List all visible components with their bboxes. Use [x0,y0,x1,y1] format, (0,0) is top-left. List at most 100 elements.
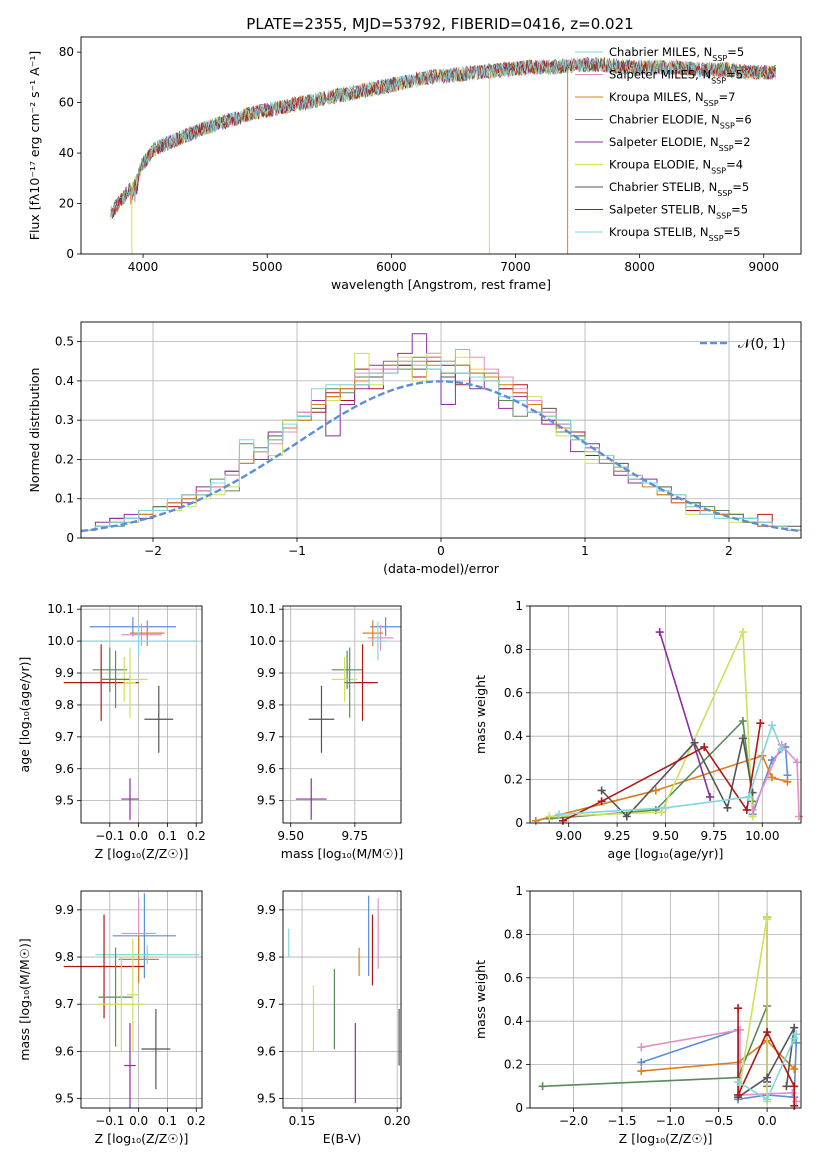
weight-marker [661,803,670,812]
weight-marker [744,792,753,801]
x-tick-label: −1.5 [607,1114,636,1128]
weight-marker [531,816,540,825]
weight-marker [734,1004,743,1013]
legend-label: Kroupa MILES, NSSP=7 [609,90,735,108]
x-axis-label: Z [log₁₀(Z/Z☉)] [619,1131,713,1146]
x-tick-label: 0.20 [384,1114,411,1128]
panel-mass-vs-EBV: 0.15 0.20 9.5 9.6 9.7 9.8 9.9 E(B-V) [257,890,411,1146]
y-tick-label: 0 [66,247,74,261]
y-tick-label: 9.6 [257,1044,276,1058]
x-tick-label: −0.1 [95,1114,124,1128]
x-tick-label: 0.0 [129,829,148,843]
y-tick-label: 0.2 [504,773,523,787]
x-axis-label: wavelength [Angstrom, rest frame] [331,277,551,292]
axes-frame [80,321,802,539]
x-tick-label: 0 [437,544,445,558]
x-tick-label: 0.2 [187,1114,206,1128]
y-axis-label: Normed distribution [27,368,42,493]
weight-marker [767,773,776,782]
legend-label: Salpeter MILES, NSSP=5 [609,68,743,86]
x-axis-label: Z [log₁₀(Z/Z☉)] [95,1131,189,1146]
x-tick-label: 4000 [128,260,159,274]
weight-marker [790,1082,799,1091]
axes-frame [80,890,203,1109]
x-tick-label: 9.75 [341,829,368,843]
y-tick-label: 9.8 [257,698,276,712]
weight-marker [790,1064,799,1073]
axes-frame [529,890,802,1109]
panel-weight-vs-Z: −2.0 −1.5 −1.0 −0.5 0.0 0 0.2 0.4 0.6 0.8 1 Z [log₁… [473,884,802,1146]
y-tick-label: 9.8 [55,698,74,712]
x-tick-label: 0.0 [129,1114,148,1128]
weight-marker [734,1077,743,1086]
y-tick-label: 9.7 [257,730,276,744]
weight-marker [734,1090,743,1099]
x-tick-label: −2.0 [559,1114,588,1128]
weight-marker [655,628,664,637]
panel-mass-vs-Z: −0.1 0.0 0.1 0.2 9.5 9.6 9.7 9.8 9.9 Z [log₁₀(Z/Z… [17,890,206,1146]
y-tick-label: 9.9 [55,666,74,680]
y-tick-label: 9.9 [257,666,276,680]
x-tick-label: 0.0 [758,1114,777,1128]
y-tick-label: 0.4 [504,729,523,743]
weight-marker [545,812,554,821]
legend-label: Salpeter STELIB, NSSP=5 [609,203,748,221]
weight-line [641,1039,795,1072]
weight-marker [792,1097,801,1106]
weight-marker [767,721,776,730]
x-tick-label: 9.25 [604,829,631,843]
y-tick-label: 10.0 [249,634,276,648]
weight-marker [637,1043,646,1052]
y-tick-label: 9.9 [257,903,276,917]
y-tick-label: 9.6 [55,1044,74,1058]
x-tick-label: 9.75 [701,829,728,843]
x-tick-label: 8000 [624,260,655,274]
y-tick-label: 40 [59,146,74,160]
panel-age-vs-Z: −0.1 0.0 0.1 0.2 9.5 9.6 9.7 9.8 9.9 10.0 10.1 Z [l… [17,602,206,861]
y-tick-label: 0.6 [504,686,523,700]
weight-marker [795,812,804,821]
weight-marker [558,816,567,825]
x-tick-label: −1.0 [656,1114,685,1128]
x-axis-label: E(B-V) [323,1131,362,1146]
x-tick-label: −1 [288,544,306,558]
x-axis-label: mass [log₁₀(M/M☉)] [281,846,403,861]
x-tick-label: 5000 [252,260,283,274]
y-axis-label: age [log₁₀(age/yr)] [17,657,32,773]
y-tick-label: 9.6 [55,762,74,776]
y-tick-label: 10.1 [47,602,74,616]
weight-line [751,743,800,817]
legend-label: Kroupa STELIB, NSSP=5 [609,225,740,243]
y-tick-label: 20 [59,197,74,211]
y-tick-label: 80 [59,45,74,59]
weight-marker [792,1030,801,1039]
weight-marker [700,743,709,752]
y-tick-label: 0.2 [55,452,74,466]
weight-marker [597,797,606,806]
legend-label: Chabrier ELODIE, NSSP=6 [609,113,752,131]
weight-marker [637,1058,646,1067]
axes-frame [80,36,802,255]
axes-frame [529,605,802,824]
weight-line [549,631,754,818]
weight-marker [756,719,765,728]
y-tick-label: 9.7 [55,997,74,1011]
weight-marker [706,792,715,801]
weight-marker [738,734,747,743]
weight-marker [738,628,747,637]
y-tick-label: 9.5 [257,794,276,808]
weight-marker [651,786,660,795]
legend-label: Kroupa ELODIE, NSSP=4 [609,158,743,176]
gaussian-curve [80,380,802,533]
figure-title: PLATE=2355, MJD=53792, FIBERID=0416, z=0… [246,15,633,33]
y-axis-label: mass [log₁₀(M/M☉)] [17,938,32,1060]
y-axis-label: mass weight [473,960,488,1039]
y-tick-label: 9.5 [55,794,74,808]
x-tick-label: 0.1 [158,1114,177,1128]
y-tick-label: 0.1 [55,492,74,506]
x-axis-label: (data-model)/error [383,561,500,576]
weight-marker [792,1038,801,1047]
x-tick-label: 2 [725,544,733,558]
y-tick-label: 0.2 [504,1058,523,1072]
